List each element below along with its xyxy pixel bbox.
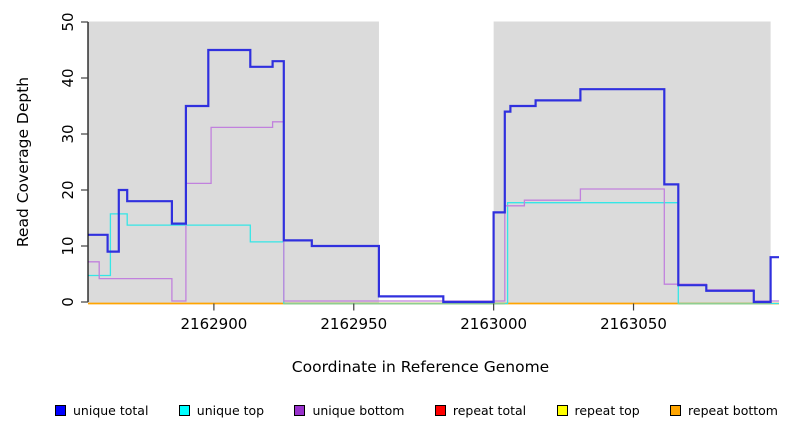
y-tick-label: 30	[59, 124, 77, 143]
y-tick-label: 10	[59, 236, 77, 255]
legend-label: repeat total	[452, 402, 527, 418]
legend-label: repeat bottom	[688, 402, 778, 418]
legend-swatch-unique-top	[178, 404, 190, 416]
legend-swatch-repeat-top	[556, 404, 568, 416]
series-line-unique-total	[88, 48, 779, 304]
y-tick-label: 20	[59, 180, 77, 199]
legend-label: repeat top	[574, 402, 640, 418]
legend-swatch-unique-bottom	[294, 404, 306, 416]
y-tick-label: 40	[59, 68, 77, 87]
y-tick-label: 0	[59, 297, 77, 307]
legend-swatch-unique-total	[55, 404, 66, 416]
x-tick-label: 2163000	[460, 315, 527, 333]
y-tick-label: 50	[59, 12, 77, 31]
legend-item-unique-bottom: unique bottom	[294, 402, 405, 418]
x-tick-label: 2163050	[600, 315, 667, 333]
legend-item-unique-total: unique total	[55, 403, 148, 418]
legend-item-unique-top: unique top	[178, 402, 265, 418]
x-tick-label: 2162950	[320, 315, 387, 333]
legend-label: unique bottom	[312, 402, 405, 418]
legend-label: unique top	[196, 402, 265, 418]
legend-swatch-repeat-bottom	[670, 404, 682, 416]
series-line-unique-top	[88, 202, 779, 305]
legend-item-repeat-total: repeat total	[434, 402, 527, 418]
x-tick-label: 2162900	[180, 315, 247, 333]
legend-label: unique total	[73, 402, 149, 418]
y-axis-title: Read Coverage Depth	[14, 77, 32, 247]
coverage-panel	[493, 21, 771, 304]
chart-legend: unique total unique top unique bottom repea…	[55, 400, 778, 420]
legend-swatch-repeat-total	[434, 404, 446, 416]
legend-item-repeat-top: repeat top	[556, 402, 640, 418]
coverage-panel	[88, 21, 379, 304]
x-axis-title: Coordinate in Reference Genome	[292, 358, 549, 376]
legend-item-repeat-bottom: repeat bottom	[670, 403, 778, 418]
